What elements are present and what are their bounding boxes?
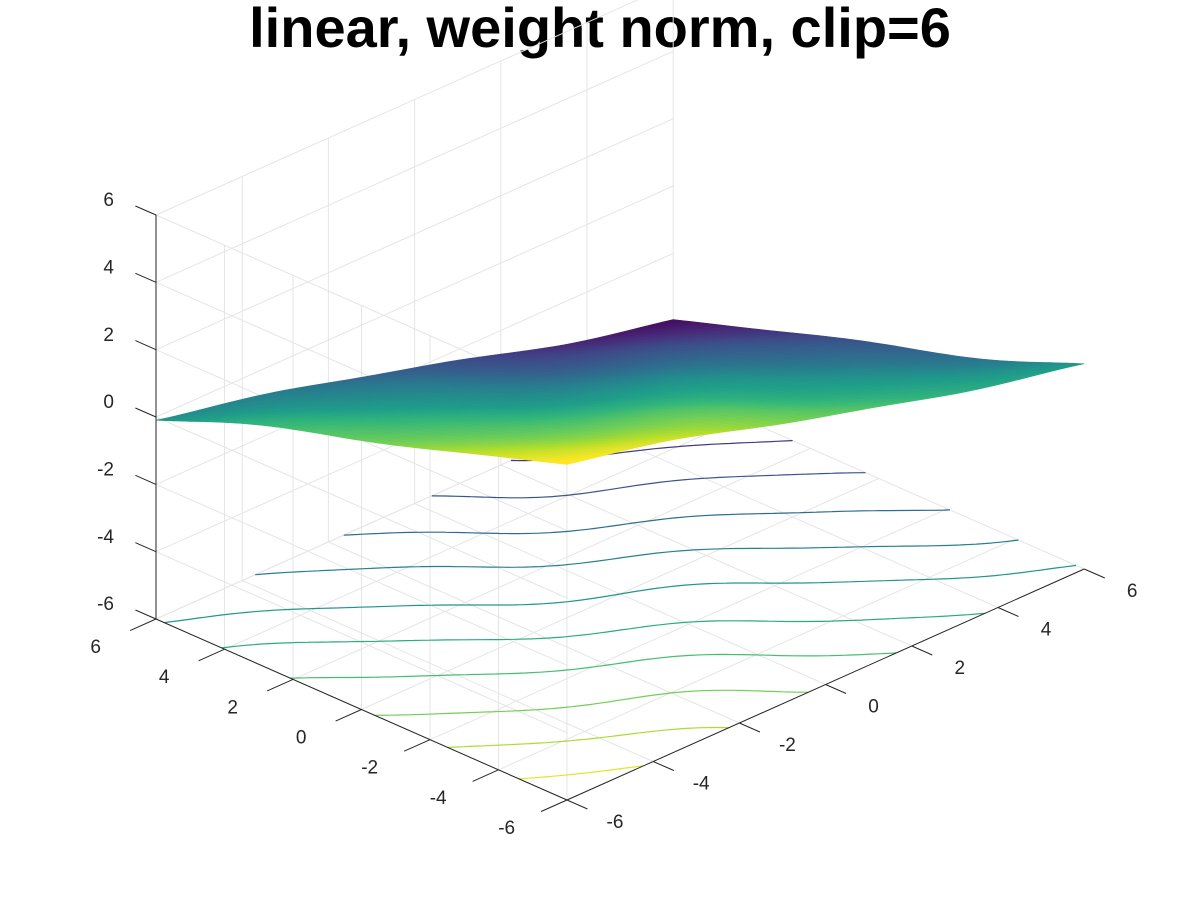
z-tick-label: -6 (97, 594, 114, 615)
contour-line (290, 652, 897, 679)
z-tick-mark (135, 340, 157, 351)
x-tick-mark (997, 607, 1019, 617)
contour-line (221, 612, 986, 649)
x-tick-label: 4 (1041, 620, 1052, 641)
grid-line (155, 118, 674, 351)
y-tick-label: 2 (227, 697, 238, 718)
y-tick-mark (540, 799, 568, 812)
z-tick-label: -2 (97, 460, 114, 481)
z-tick-label: -4 (97, 527, 114, 548)
y-tick-mark (472, 769, 499, 782)
z-tick-mark (135, 609, 157, 620)
y-tick-mark (198, 648, 225, 662)
y-tick-mark (335, 709, 362, 722)
grid-line (155, 0, 639, 216)
z-tick-label: 0 (103, 392, 114, 413)
x-tick-label: -2 (779, 735, 796, 756)
contour-line (374, 689, 809, 716)
z-tick-label: 6 (103, 190, 114, 211)
grid-line (498, 538, 1016, 771)
y-tick-label: 6 (90, 637, 101, 658)
surface-patch (155, 417, 176, 421)
contour-line (447, 726, 730, 748)
contour-line (343, 509, 951, 536)
tick-label-layer: -6 -4 -2 0 2 4 6 -6 -4 -2 0 2 4 6 -6 -4 -2 0 2 4 6 (90, 190, 1137, 839)
contour-line (255, 539, 1019, 576)
z-tick-mark (135, 407, 157, 418)
z-tick-mark (135, 272, 157, 283)
contour-line (164, 564, 1077, 624)
x-tick-label: 6 (1127, 581, 1138, 602)
grid-line (224, 417, 742, 650)
x-tick-mark (1083, 568, 1106, 579)
y-tick-label: 0 (296, 728, 307, 749)
contour-line (431, 472, 866, 499)
chart-title: linear, weight norm, clip=6 (249, 0, 951, 59)
grid-line (155, 483, 568, 666)
x-tick-label: 2 (955, 658, 966, 679)
y-tick-mark (266, 678, 294, 692)
y-tick-mark (129, 618, 157, 632)
x-tick-mark (911, 645, 933, 656)
grid-line (292, 447, 811, 680)
grid-line (155, 551, 568, 734)
grid-line (155, 50, 674, 283)
contour-layer (164, 408, 1077, 780)
surface-layer (155, 319, 1085, 465)
x-tick-label: -6 (607, 812, 624, 833)
axis-layer (129, 205, 1106, 812)
contour-line (518, 765, 644, 780)
x-tick-mark (825, 684, 847, 694)
y-tick-mark (403, 739, 431, 752)
x-tick-mark (652, 761, 675, 771)
y-tick-label: -2 (361, 758, 378, 779)
x-tick-mark (739, 722, 761, 733)
z-tick-mark (135, 474, 157, 485)
grid-line (155, 416, 568, 599)
z-tick-mark (135, 542, 157, 553)
z-tick-mark (135, 205, 157, 216)
x-tick-label: 0 (868, 697, 879, 718)
z-tick-label: 2 (103, 325, 114, 346)
x-tick-mark (566, 799, 588, 810)
y-tick-label: 4 (159, 667, 170, 688)
x-tick-label: -4 (693, 774, 710, 795)
grid-line (155, 185, 674, 418)
z-tick-label: 4 (103, 258, 114, 279)
y-tick-label: -4 (430, 788, 447, 809)
y-tick-label: -6 (498, 818, 515, 839)
